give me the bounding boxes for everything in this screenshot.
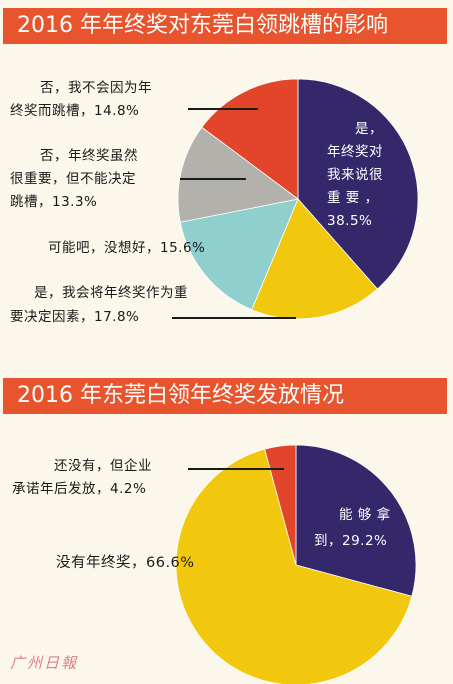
pie2-slice-1 [175,448,413,684]
chart1-title: 2016 年年终奖对东莞白领跳槽的影响 [3,8,447,44]
leader-later [188,468,284,470]
chart2-title: 2016 年东莞白领年终奖发放情况 [3,378,447,414]
pie1-slice-2 [179,198,299,311]
label-later-b: 承诺年后发放，4.2% [12,481,147,497]
label-none: 没有年终奖，66.6% [56,555,195,571]
slice-label-yes-5: 38.5% [327,213,373,229]
pie-chart-2 [175,444,417,684]
label-later-a: 还没有，但企业 [54,458,152,474]
pie2-slice-2 [264,444,297,566]
pie1-slice-0 [297,78,419,290]
leader-no-2 [180,178,246,180]
leader-yes2 [172,317,296,319]
label-no-2c: 跳槽，13.3% [10,194,98,210]
label-no-1b: 终奖而跳槽，14.8% [10,103,140,119]
label-yes2-b: 要决定因素，17.8% [10,309,140,325]
slice-label-get-1: 能 够 拿 [339,507,391,523]
slice-label-yes-1: 是， [355,121,383,137]
slice-label-yes-3: 我来说很 [327,167,383,183]
slice-label-get-2: 到，29.2% [314,533,388,549]
pie1-slice-1 [251,198,378,320]
slice-label-yes-2: 年终奖对 [327,144,383,160]
label-no-2a: 否，年终奖虽然 [40,148,138,164]
pie-chart-1 [177,78,419,320]
label-yes2-a: 是，我会将年终奖作为重 [34,285,188,301]
label-no-2b: 很重要，但不能决定 [10,171,136,187]
slice-label-yes-4: 重 要 ， [327,190,379,206]
pie1-slice-3 [177,126,299,223]
label-maybe: 可能吧，没想好，15.6% [48,240,206,256]
newspaper-logo: 广州日報 [10,654,79,672]
label-no-1a: 否，我不会因为年 [40,80,152,96]
leader-no-1 [188,108,258,110]
pie2-slice-0 [295,444,417,597]
